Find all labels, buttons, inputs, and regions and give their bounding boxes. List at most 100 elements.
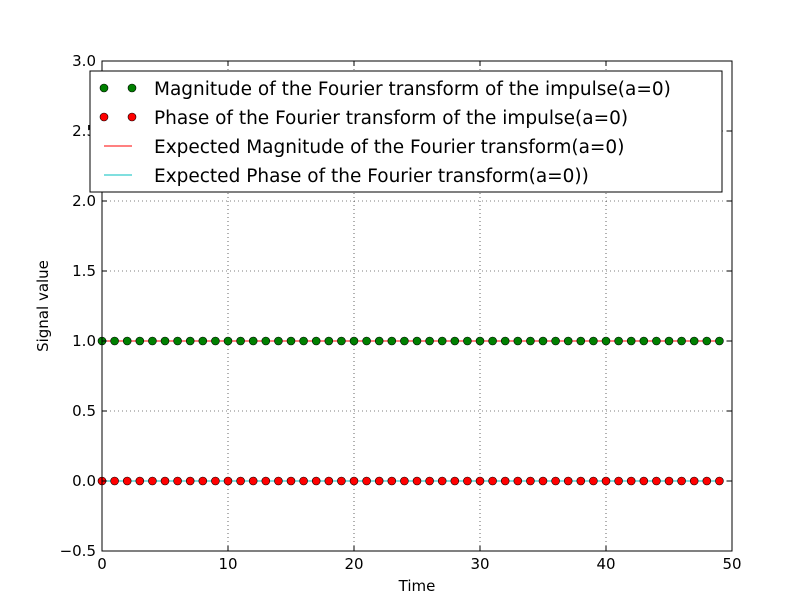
data-point: [513, 336, 523, 346]
data-point: [122, 336, 132, 346]
data-point: [551, 476, 560, 486]
data-point: [160, 336, 170, 346]
data-point: [500, 476, 510, 486]
x-tick-label: 20: [344, 555, 363, 573]
data-point: [299, 336, 308, 346]
series-markers: [97, 336, 724, 486]
data-point: [437, 336, 447, 346]
data-point: [337, 336, 346, 346]
legend-label: Magnitude of the Fourier transform of th…: [154, 79, 671, 100]
data-point: [639, 476, 649, 486]
data-point: [211, 336, 220, 346]
data-point: [563, 336, 573, 346]
x-tick-label: 50: [722, 555, 741, 573]
data-point: [374, 476, 384, 486]
data-point: [223, 476, 233, 486]
data-point: [526, 476, 535, 486]
legend-marker: [127, 112, 137, 122]
data-point: [450, 476, 460, 486]
data-point: [198, 476, 208, 486]
data-point: [173, 476, 182, 486]
data-point: [173, 336, 182, 346]
data-point: [248, 336, 258, 346]
data-point: [122, 476, 132, 486]
axis-ticks: 0 10 20 30 40 50−0.50.00.51.01.52.02.53.0: [60, 52, 742, 573]
data-point: [488, 336, 497, 346]
data-point: [576, 336, 586, 346]
data-point: [412, 336, 422, 346]
data-point: [677, 336, 686, 346]
legend-marker: [99, 112, 109, 122]
data-point: [349, 336, 359, 346]
data-point: [400, 336, 409, 346]
data-point: [601, 336, 611, 346]
data-point: [311, 336, 321, 346]
data-point: [387, 476, 397, 486]
data-point: [689, 476, 699, 486]
data-point: [702, 336, 712, 346]
data-point: [425, 336, 434, 346]
legend: Magnitude of the Fourier transform of th…: [89, 70, 723, 193]
data-point: [223, 336, 233, 346]
x-tick-label: 0: [97, 555, 107, 573]
data-point: [274, 476, 283, 486]
data-point: [274, 336, 283, 346]
x-tick-label: 30: [470, 555, 489, 573]
data-point: [652, 336, 661, 346]
y-axis-label: Signal value: [34, 260, 52, 352]
data-point: [463, 476, 472, 486]
data-point: [664, 476, 674, 486]
data-point: [639, 336, 649, 346]
data-point: [261, 336, 271, 346]
data-point: [664, 336, 674, 346]
data-point: [538, 336, 548, 346]
y-tick-label: −0.5: [60, 542, 96, 560]
data-point: [135, 336, 145, 346]
data-point: [463, 336, 472, 346]
data-point: [349, 476, 359, 486]
data-point: [652, 476, 661, 486]
y-tick-label: 1.0: [72, 332, 96, 350]
data-point: [576, 476, 586, 486]
data-point: [626, 476, 636, 486]
x-tick-label: 40: [596, 555, 615, 573]
data-point: [236, 476, 245, 486]
data-point: [589, 476, 598, 486]
data-point: [110, 336, 119, 346]
data-point: [374, 336, 384, 346]
data-point: [513, 476, 523, 486]
legend-box: [89, 70, 723, 193]
data-point: [286, 336, 296, 346]
y-tick-label: 0.0: [72, 472, 96, 490]
data-point: [689, 336, 699, 346]
data-point: [475, 476, 485, 486]
data-point: [614, 336, 623, 346]
data-point: [589, 336, 598, 346]
data-point: [311, 476, 321, 486]
y-tick-label: 0.5: [72, 402, 96, 420]
data-point: [387, 336, 397, 346]
data-point: [526, 336, 535, 346]
data-point: [148, 476, 157, 486]
data-point: [324, 336, 334, 346]
data-point: [286, 476, 296, 486]
y-tick-label: 2.0: [72, 192, 96, 210]
data-point: [185, 476, 195, 486]
data-point: [450, 336, 460, 346]
data-point: [362, 336, 371, 346]
data-point: [261, 476, 271, 486]
data-point: [160, 476, 170, 486]
data-point: [148, 336, 157, 346]
data-point: [715, 476, 724, 486]
data-point: [677, 476, 686, 486]
data-point: [614, 476, 623, 486]
data-point: [412, 476, 422, 486]
legend-label: Expected Magnitude of the Fourier transf…: [154, 137, 624, 158]
data-point: [601, 476, 611, 486]
legend-label: Expected Phase of the Fourier transform(…: [154, 166, 589, 187]
y-tick-label: 3.0: [72, 52, 96, 70]
data-point: [551, 336, 560, 346]
data-point: [248, 476, 258, 486]
